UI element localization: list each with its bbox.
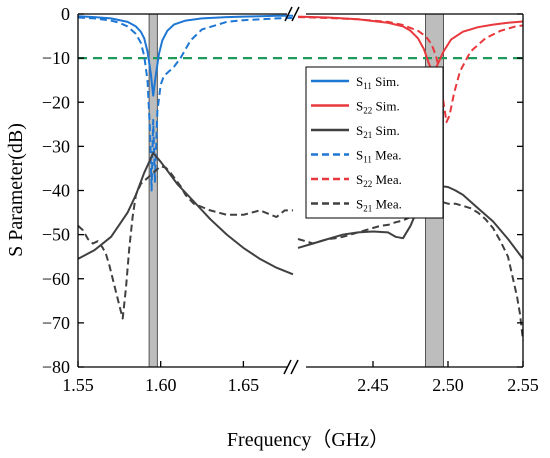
y-tick-label-2: −10 [42, 48, 70, 68]
x-tick-label-0-2: 1.60 [145, 375, 177, 395]
y-tick-label-9: −80 [42, 357, 70, 377]
x-tick-label-1-1: 2.45 [357, 375, 389, 395]
x-axis-title: Frequency（GHz） [227, 428, 389, 451]
axis-break-bottom-1 [283, 359, 292, 375]
legend-label-6: S21 Mea. [356, 197, 402, 214]
x-tick-label-0-1: 1.55 [62, 375, 94, 395]
axis-break-bottom-2 [290, 359, 299, 375]
y-tick-label-3: −20 [42, 92, 70, 112]
series-group [77, 14, 524, 341]
axis-break-top-2 [291, 6, 300, 22]
series-line-1 [77, 14, 293, 97]
tick-group: 0 −10 −20 −30 −40 −50 −60 −70 −801.55 1.60 1.65 2.4… [42, 4, 539, 395]
legend-label-1: S11 Sim. [356, 74, 399, 91]
series-line-3 [297, 15, 524, 75]
plot-frame [77, 6, 524, 375]
series-line-6 [77, 165, 293, 320]
x-tick-label-1-2: 2.50 [432, 375, 464, 395]
legend-label-5: S22 Mea. [356, 172, 402, 189]
legend-box [305, 66, 444, 219]
legend-label-4: S11 Mea. [356, 148, 402, 165]
y-axis-title: S Parameter(dB) [5, 123, 27, 257]
y-tick-label-1: 0 [61, 4, 70, 24]
y-tick-label-7: −60 [42, 269, 70, 289]
axis-break-top-1 [284, 6, 293, 22]
y-tick-label-8: −70 [42, 313, 70, 333]
series-line-5 [77, 152, 294, 276]
x-tick-label-1-3: 2.55 [507, 375, 539, 395]
series-line-2 [77, 16, 294, 192]
y-tick-label-4: −30 [42, 136, 70, 156]
y-tick-label-5: −40 [42, 181, 70, 201]
y-tick-label-6: −50 [42, 225, 70, 245]
series-line-8 [297, 200, 524, 341]
legend-label-2: S22 Sim. [356, 99, 400, 116]
legend-label-3: S21 Sim. [356, 123, 400, 140]
x-tick-label-0-3: 1.65 [228, 375, 260, 395]
legend: S11 Sim. S22 Sim. S21 Sim. S11 Mea. S22 Mea.… [305, 66, 444, 219]
